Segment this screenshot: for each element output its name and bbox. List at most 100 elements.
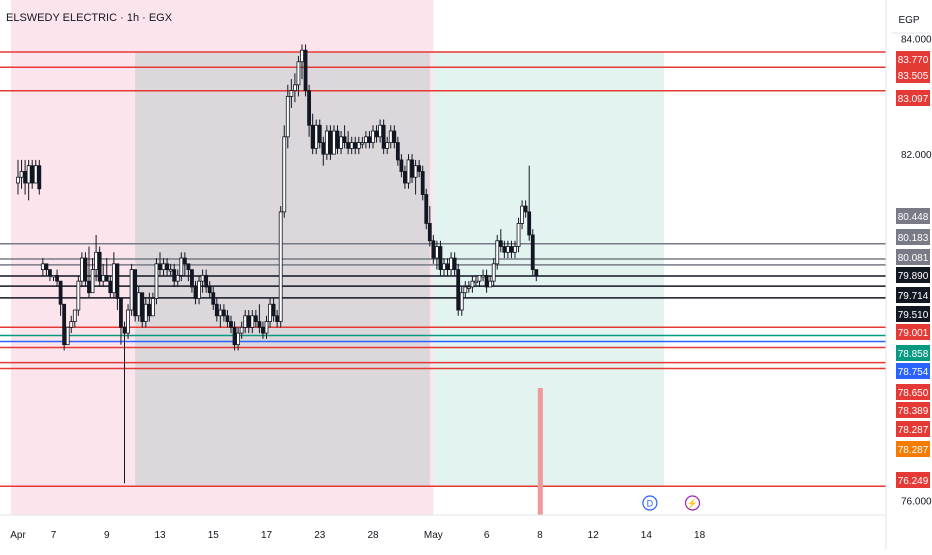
candle-body [182, 257, 187, 265]
price-tag-label: 79.001 [898, 328, 929, 339]
candle-body [310, 124, 315, 149]
candle-body [221, 309, 226, 317]
candle-body [275, 315, 280, 322]
candle [204, 269, 209, 293]
candle [332, 125, 336, 155]
candle [505, 240, 510, 259]
candle [459, 286, 464, 316]
marker-label: D [647, 499, 654, 509]
candle [179, 252, 184, 282]
price-tag-16 [896, 472, 930, 488]
candle [23, 159, 28, 195]
candle [324, 125, 329, 160]
candle-body [97, 251, 102, 282]
price-tag-label: 78.389 [898, 406, 929, 417]
chart-title: ELSWEDY ELECTRIC · 1h · EGX [6, 12, 173, 24]
candle [431, 234, 436, 264]
candle [87, 246, 91, 299]
x-tick-label: 14 [641, 530, 653, 541]
candle-body [360, 142, 365, 145]
candle-body [335, 130, 340, 149]
candle [48, 269, 52, 282]
price-tag-label: 80.081 [898, 253, 929, 264]
candle-body [214, 303, 219, 317]
candle [207, 281, 212, 299]
candle [523, 200, 528, 218]
candle-body [172, 269, 177, 282]
candle [481, 269, 485, 282]
candle [438, 240, 443, 276]
candle-body [292, 84, 297, 92]
candle [264, 315, 269, 339]
volume-spike-bar [537, 388, 543, 515]
dividend-marker-icon [642, 495, 658, 511]
candle [16, 159, 20, 195]
price-tag-label: 80.448 [898, 212, 929, 223]
price-tag-label: 80.183 [898, 233, 929, 244]
price-tag-1 [896, 67, 930, 83]
candle-body [285, 95, 290, 138]
candle-body [445, 263, 450, 271]
candle [452, 252, 457, 276]
candle [250, 310, 255, 334]
candle [253, 310, 258, 328]
candle [317, 119, 322, 149]
candle-body [236, 332, 241, 346]
candle-body [80, 257, 84, 282]
candle-body [502, 246, 507, 253]
candle [456, 263, 461, 316]
candle-body [452, 257, 457, 271]
candle-body [477, 274, 482, 282]
candle-body [399, 159, 404, 172]
marker-label: ⚡ [687, 498, 698, 510]
x-tick-label: 9 [104, 530, 110, 541]
candle-body [374, 130, 379, 138]
candle-body [246, 315, 251, 328]
price-tag-label: 79.890 [898, 271, 929, 282]
candle-body [62, 303, 67, 346]
candle-body [356, 142, 361, 149]
candle [495, 234, 500, 270]
x-tick-label: 8 [537, 530, 543, 541]
candle [470, 275, 475, 293]
candle [328, 125, 333, 160]
candle [26, 159, 31, 201]
x-tick-label: Apr [10, 530, 26, 541]
candle [321, 136, 326, 166]
candle [307, 84, 312, 137]
candle [62, 303, 67, 351]
x-tick-label: 15 [208, 530, 220, 541]
candle-body [158, 263, 162, 271]
candle [232, 321, 237, 351]
candle-body [76, 280, 81, 311]
candle-body [470, 280, 475, 288]
candle [44, 263, 49, 276]
candle-body [115, 263, 120, 299]
candle-body [463, 286, 468, 294]
candle [484, 269, 489, 293]
candle [477, 274, 482, 287]
x-tick-label: 28 [367, 530, 379, 541]
candle-body [147, 303, 152, 317]
candle [140, 292, 145, 328]
candle-body [111, 263, 116, 294]
candle [165, 258, 170, 276]
candle [413, 159, 418, 195]
candle-body [69, 321, 74, 328]
candle [434, 240, 439, 270]
candle [58, 280, 63, 316]
y-tick-label: 82.000 [901, 150, 932, 161]
candle-body [40, 263, 45, 271]
price-tag-label: 79.510 [898, 310, 929, 321]
candle [530, 229, 535, 276]
candle-body [385, 142, 390, 149]
candle-body [126, 309, 130, 334]
candle-body [498, 240, 503, 247]
candle [126, 304, 130, 339]
candle-body [122, 326, 127, 334]
candle [491, 258, 496, 287]
candle-body [520, 205, 524, 224]
candle-body [289, 90, 294, 97]
candle [498, 229, 503, 253]
